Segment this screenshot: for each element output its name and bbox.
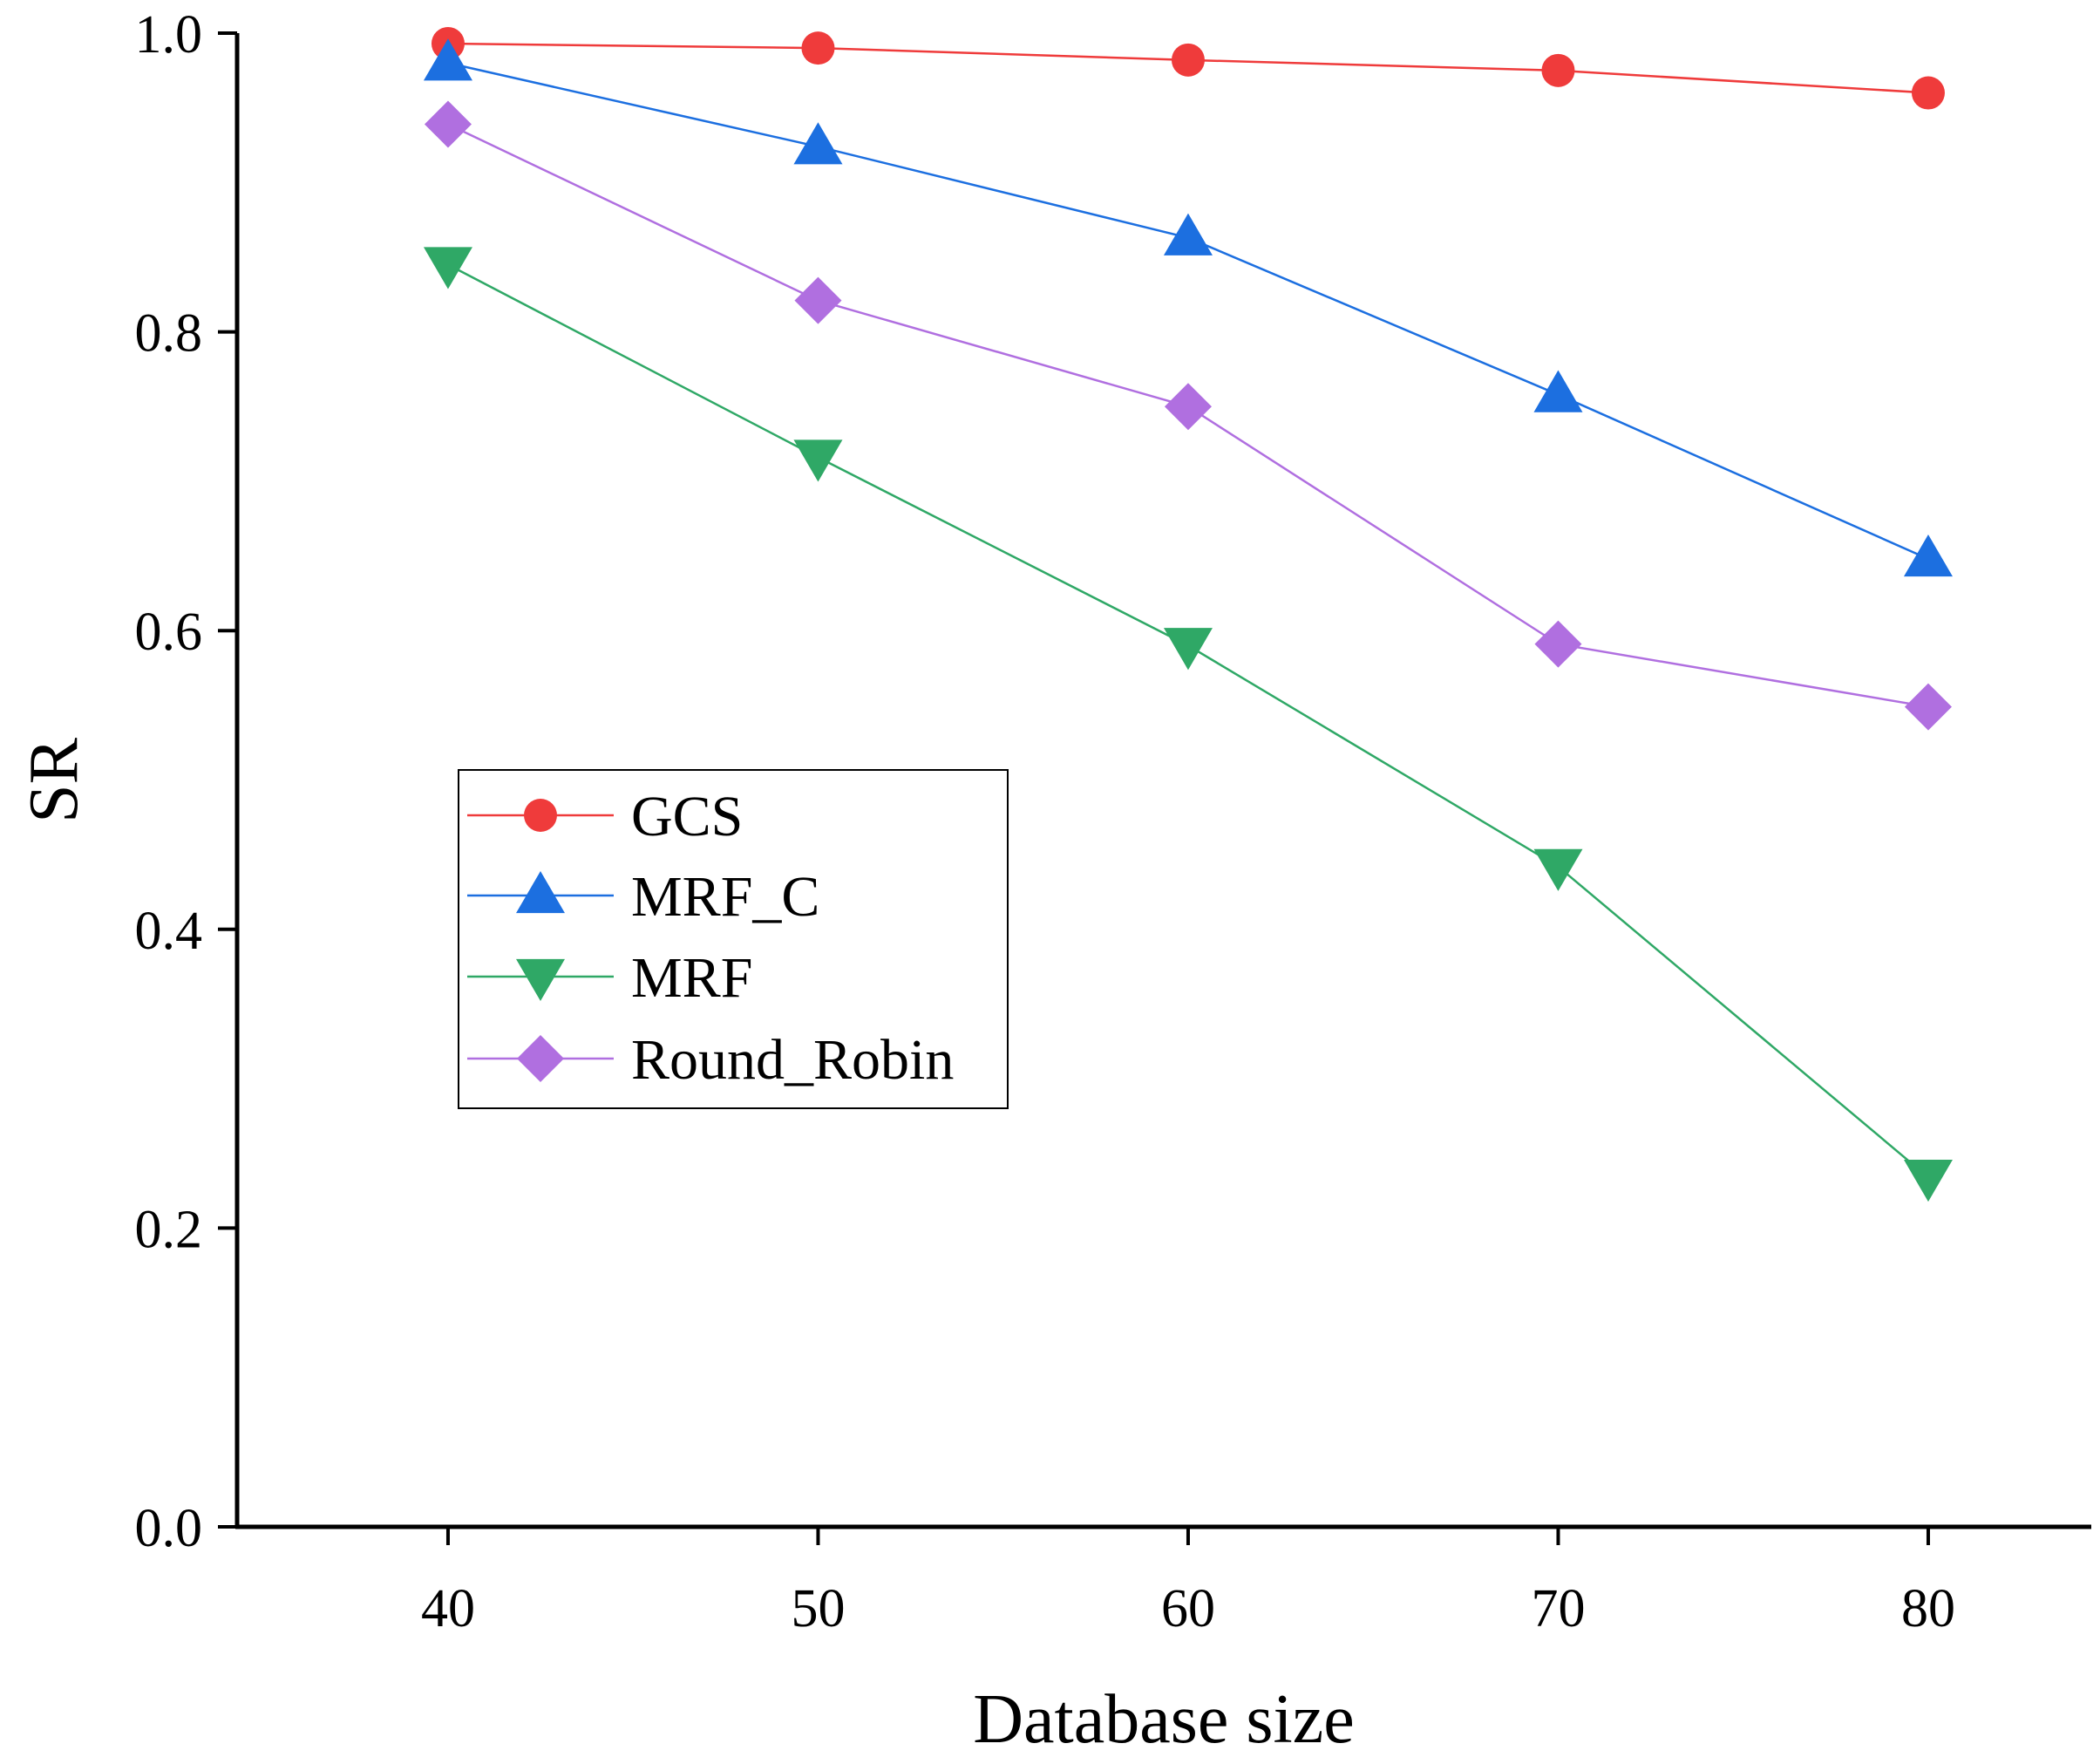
point-mrf-40	[423, 247, 472, 289]
axes	[234, 33, 2091, 1529]
x-axis-title: Database size	[973, 1681, 1355, 1758]
point-mrf-70	[1533, 848, 1583, 891]
legend-marker-round-robin	[517, 1035, 564, 1082]
x-tick-label-3: 70	[1531, 1579, 1585, 1638]
x-tick-label-0: 40	[421, 1579, 475, 1638]
point-round-robin-60	[1164, 383, 1212, 431]
series-gcs	[431, 26, 1945, 110]
legend-label-mrf: MRF	[631, 946, 752, 1010]
series-line-mrf-c	[447, 62, 1929, 561]
point-gcs-50	[801, 31, 835, 65]
y-tick-label-2: 0.4	[135, 902, 203, 961]
legend-marker-mrf	[516, 958, 565, 1001]
point-round-robin-50	[794, 276, 842, 324]
series-mrf	[423, 247, 1953, 1202]
point-mrf-c-70	[1533, 370, 1583, 412]
legend-label-round-robin: Round_Robin	[631, 1028, 954, 1092]
point-round-robin-40	[424, 100, 472, 148]
series-round-robin	[424, 100, 1952, 731]
y-tick-label-3: 0.6	[135, 603, 203, 662]
legend-label-gcs: GCS	[631, 785, 743, 848]
x-ticks: 40 50 60 70 80	[421, 1527, 1955, 1638]
legend: GCS MRF_C MRF Round_Robin	[458, 769, 1009, 1109]
point-mrf-80	[1903, 1159, 1953, 1202]
series-layer	[423, 26, 1953, 1202]
y-axis-title: SR	[16, 737, 92, 822]
point-gcs-80	[1911, 76, 1945, 110]
point-mrf-c-80	[1903, 534, 1953, 577]
point-mrf-c-40	[423, 38, 472, 81]
x-tick-label-4: 80	[1901, 1579, 1955, 1638]
point-gcs-70	[1541, 53, 1575, 87]
y-ticks: 0.0 0.2 0.4 0.6 0.8 1.0	[135, 5, 237, 1558]
point-mrf-50	[793, 439, 843, 482]
series-mrf-c	[423, 38, 1953, 577]
legend-label-mrf-c: MRF_C	[631, 865, 819, 929]
legend-marker-mrf-c	[516, 871, 565, 914]
y-tick-label-1: 0.2	[135, 1200, 203, 1259]
y-tick-label-5: 1.0	[135, 5, 203, 65]
point-mrf-c-50	[793, 122, 843, 165]
y-tick-label-4: 0.8	[135, 304, 203, 364]
point-mrf-c-60	[1163, 213, 1213, 255]
legend-marker-gcs	[524, 799, 557, 832]
y-tick-label-0: 0.0	[135, 1499, 203, 1558]
x-tick-label-1: 50	[791, 1579, 845, 1638]
x-tick-label-2: 60	[1161, 1579, 1215, 1638]
point-round-robin-70	[1534, 620, 1582, 668]
point-round-robin-80	[1904, 683, 1952, 731]
point-mrf-60	[1163, 628, 1213, 671]
point-gcs-60	[1171, 43, 1205, 77]
